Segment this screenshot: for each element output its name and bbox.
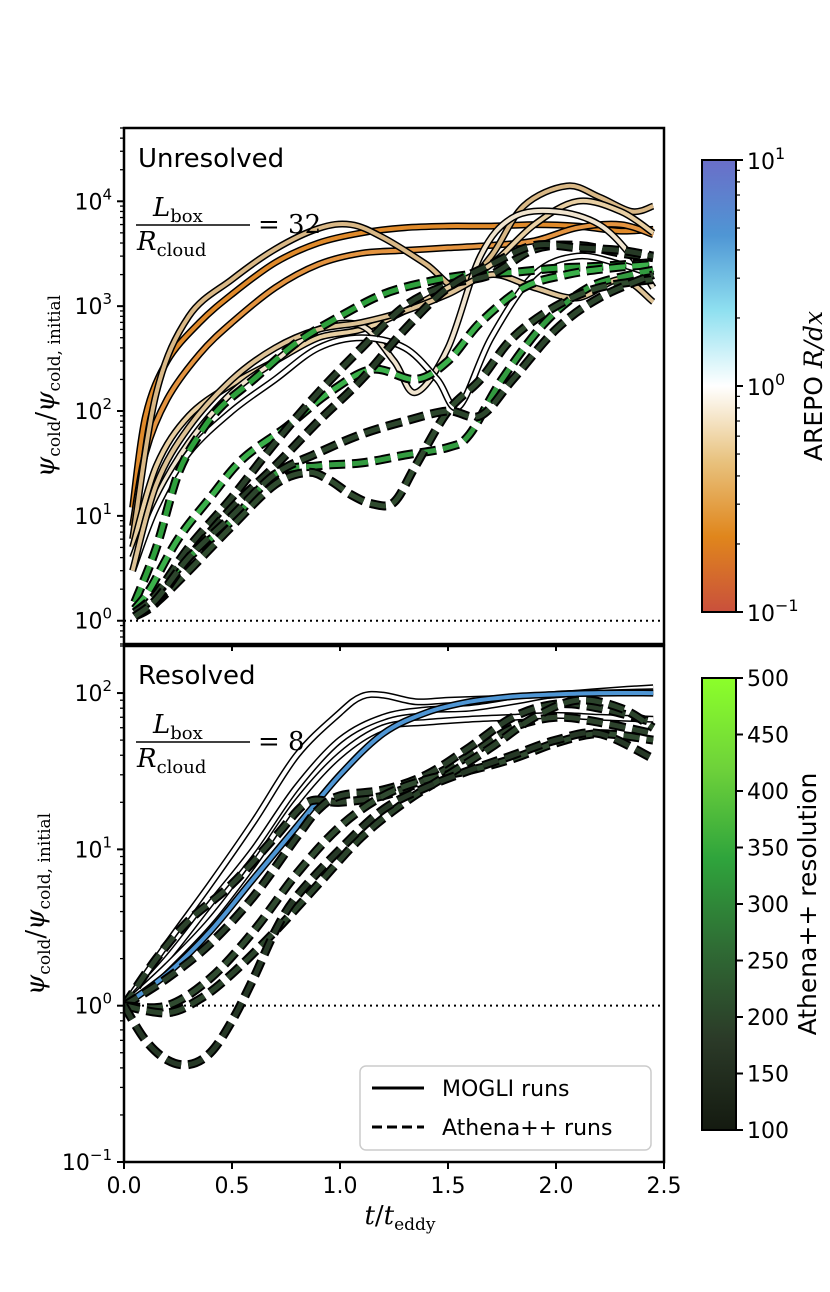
- bottom-panel-label: Resolved: [138, 661, 255, 691]
- bottom-ytick-label-0: 10−1: [62, 1146, 112, 1176]
- top-series-10: [133, 276, 654, 619]
- bottom-ytick-label-3: 102: [74, 677, 112, 707]
- bottom-xtick-label-3: 1.5: [431, 1174, 466, 1199]
- top-series-10-outline: [132, 274, 654, 621]
- bottom-series-5: [124, 701, 654, 1008]
- colorbar-athena-tick-label-0: 100: [747, 1119, 789, 1144]
- bottom-annotation-denominator: R: [136, 744, 157, 774]
- colorbar-athena-tick-label-1: 150: [747, 1063, 789, 1088]
- bottom-series-4: [124, 714, 654, 1008]
- top-panel: 100 101 102 103 104 Unresolved Lbox Rcloud =…: [31, 126, 666, 651]
- bottom-xtick-label-4: 2.0: [539, 1174, 574, 1199]
- svg-text:Lbox: Lbox: [152, 193, 203, 227]
- bottom-y-axis-label: ψcold/ψcold, initial: [21, 813, 55, 995]
- top-series-7: [132, 260, 654, 604]
- top-annotation: Lbox Rcloud = 32: [136, 193, 321, 261]
- colorbar-arepo-ticks: 101 100 10−1: [736, 144, 799, 627]
- colorbar-arepo-bar: [701, 159, 737, 613]
- top-ytick-label-0: 100: [74, 605, 112, 635]
- top-series-group: [129, 182, 657, 621]
- colorbar-athena-tick-label-3: 250: [747, 950, 789, 975]
- top-annotation-value: = 32: [258, 210, 321, 240]
- bottom-annotation-numerator: L: [152, 710, 170, 740]
- top-panel-label: Unresolved: [138, 144, 284, 174]
- bottom-annotation-denominator-sub: cloud: [157, 757, 207, 778]
- bottom-series-3: [124, 690, 654, 1008]
- top-annotation-numerator-sub: box: [170, 206, 203, 227]
- top-series-2: [130, 183, 654, 540]
- colorbar-athena-bar: [701, 677, 737, 1131]
- top-annotation-denominator: R: [136, 227, 157, 257]
- colorbar-athena-label: Athena++ resolution: [793, 773, 822, 1036]
- svg-text:Rcloud: Rcloud: [136, 227, 206, 261]
- top-series-9: [133, 267, 654, 615]
- svg-text:Rcloud: Rcloud: [136, 744, 206, 778]
- top-series-13: [133, 272, 655, 619]
- legend-box: [359, 1065, 652, 1151]
- colorbar-arepo-tick-label-0: 101: [747, 144, 785, 175]
- bottom-annotation-numerator-sub: box: [170, 723, 203, 744]
- top-ytick-label-1: 101: [74, 500, 112, 530]
- legend-item-mogli: MOGLI runs: [442, 1077, 569, 1102]
- svg-text:Lbox: Lbox: [152, 710, 203, 744]
- top-ytick-label-3: 103: [74, 290, 112, 320]
- bottom-series-3-outline: [124, 689, 654, 1009]
- bottom-series-7-outline: [124, 695, 656, 1018]
- colorbar-arepo-label: AREPO R/dx: [799, 311, 828, 461]
- bottom-xtick-label-0: 0.0: [107, 1174, 142, 1199]
- bottom-xtick-label-2: 1.0: [323, 1174, 358, 1199]
- colorbar-arepo: 101 100 10−1 AREPO R/dx: [701, 144, 828, 627]
- top-annotation-denominator-sub: cloud: [157, 240, 207, 261]
- top-series-1: [130, 222, 654, 527]
- colorbar-athena-tick-label-8: 500: [747, 667, 789, 692]
- colorbar-athena: 100 150 200 250 300 350 400 450 500 Athena++ res…: [701, 667, 822, 1144]
- bottom-panel: 10−1 100 101 102 0.0 0.5 1.0 1.5 2.0 2.5 Resolve…: [21, 644, 682, 1235]
- top-ytick-label-2: 102: [74, 395, 112, 425]
- bottom-ytick-label-1: 100: [74, 990, 112, 1020]
- top-series-12: [133, 241, 654, 619]
- top-series-3: [130, 198, 655, 548]
- top-y-axis-label: ψcold/ψcold, initial: [31, 295, 65, 477]
- bottom-ytick-label-2: 101: [74, 833, 112, 863]
- top-series-8: [132, 261, 654, 611]
- x-axis-label: t/teddy: [364, 1201, 435, 1235]
- legend-item-athena: Athena++ runs: [442, 1116, 612, 1141]
- colorbar-athena-tick-label-5: 350: [747, 837, 789, 862]
- bottom-xtick-label-5: 2.5: [647, 1174, 682, 1199]
- bottom-series-group: [124, 684, 656, 1070]
- colorbar-athena-tick-label-7: 450: [747, 724, 789, 749]
- colorbar-athena-tick-label-6: 400: [747, 780, 789, 805]
- bottom-xtick-label-1: 0.5: [215, 1174, 250, 1199]
- legend: MOGLI runs Athena++ runs: [359, 1065, 652, 1151]
- top-series-13-outline: [132, 270, 655, 621]
- top-series-9-outline: [131, 265, 655, 616]
- bottom-y-ticks: 10−1 100 101 102: [62, 645, 124, 1176]
- bottom-series-5-outline: [124, 699, 655, 1010]
- top-axes-frame: [122, 126, 666, 646]
- bottom-x-ticks: 0.0 0.5 1.0 1.5 2.0 2.5: [107, 1162, 682, 1199]
- bottom-axes-frame: [122, 644, 666, 1164]
- bottom-annotation-value: = 8: [258, 727, 305, 757]
- colorbar-athena-tick-label-4: 300: [747, 893, 789, 918]
- bottom-annotation: Lbox Rcloud = 8: [136, 710, 305, 778]
- colorbar-athena-ticks: 100 150 200 250 300 350 400 450 500: [736, 667, 789, 1144]
- top-y-ticks: 100 101 102 103 104: [74, 127, 124, 645]
- colorbar-athena-tick-label-2: 200: [747, 1006, 789, 1031]
- colorbar-arepo-tick-label-2: 10−1: [747, 596, 799, 627]
- top-annotation-numerator: L: [152, 193, 170, 223]
- colorbar-arepo-tick-label-1: 100: [747, 370, 785, 401]
- top-ytick-label-4: 104: [74, 185, 112, 215]
- bottom-series-7: [124, 697, 655, 1016]
